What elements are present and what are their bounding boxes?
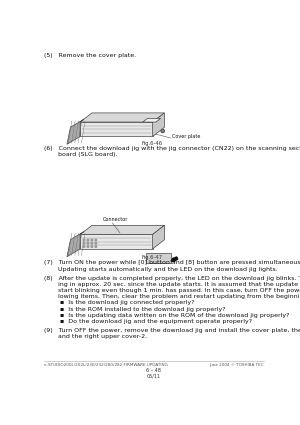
Text: Updating starts automatically and the LED on the download jig lights.: Updating starts automatically and the LE… bbox=[44, 266, 278, 272]
Text: June 2004 © TOSHIBA TEC: June 2004 © TOSHIBA TEC bbox=[209, 363, 264, 367]
Polygon shape bbox=[143, 119, 160, 122]
Polygon shape bbox=[80, 225, 164, 235]
Text: Fig.6-46: Fig.6-46 bbox=[142, 141, 163, 146]
Text: board (SLG board).: board (SLG board). bbox=[44, 152, 117, 157]
Circle shape bbox=[95, 246, 97, 247]
Polygon shape bbox=[67, 119, 84, 144]
Text: Fig.6-47: Fig.6-47 bbox=[142, 255, 163, 260]
Polygon shape bbox=[80, 235, 153, 249]
Text: ▪  Is the download jig connected properly?: ▪ Is the download jig connected properly… bbox=[44, 300, 194, 306]
Circle shape bbox=[87, 246, 89, 247]
Text: (8)   After the update is completed properly, the LED on the download jig blinks: (8) After the update is completed proper… bbox=[44, 276, 300, 281]
Circle shape bbox=[91, 246, 93, 247]
Circle shape bbox=[95, 239, 97, 241]
Text: ▪  Is the ROM installed to the download jig properly?: ▪ Is the ROM installed to the download j… bbox=[44, 307, 225, 312]
Text: 6 – 48: 6 – 48 bbox=[146, 368, 161, 373]
FancyArrow shape bbox=[171, 257, 178, 261]
Circle shape bbox=[87, 239, 89, 241]
Polygon shape bbox=[80, 122, 153, 136]
Circle shape bbox=[87, 243, 89, 244]
Polygon shape bbox=[80, 113, 164, 122]
Text: and the right upper cover-2.: and the right upper cover-2. bbox=[44, 334, 147, 339]
Text: e-STUDIO200L/202L/230/232/280/282 FIRMWARE UPDATING: e-STUDIO200L/202L/230/232/280/282 FIRMWA… bbox=[44, 363, 167, 367]
Text: (5)   Remove the cover plate.: (5) Remove the cover plate. bbox=[44, 53, 136, 58]
Circle shape bbox=[91, 239, 93, 241]
Text: ▪  Do the download jig and the equipment operate properly?: ▪ Do the download jig and the equipment … bbox=[44, 319, 252, 324]
Polygon shape bbox=[153, 225, 164, 249]
Polygon shape bbox=[153, 113, 164, 136]
Text: start blinking even though 1 min. has passed. In this case, turn OFF the power a: start blinking even though 1 min. has pa… bbox=[44, 288, 300, 293]
Text: ▪  Is the updating data written on the ROM of the download jig properly?: ▪ Is the updating data written on the RO… bbox=[44, 313, 289, 318]
Circle shape bbox=[83, 246, 85, 247]
Circle shape bbox=[83, 239, 85, 241]
Circle shape bbox=[95, 243, 97, 244]
Polygon shape bbox=[146, 253, 171, 264]
Polygon shape bbox=[67, 232, 84, 257]
Text: ing in approx. 20 sec. since the update starts. It is assumed that the update is: ing in approx. 20 sec. since the update … bbox=[44, 282, 300, 287]
Text: lowing items. Then, clear the problem and restart updating from the beginning.: lowing items. Then, clear the problem an… bbox=[44, 295, 300, 299]
Text: (7)   Turn ON the power while [0] button and [8] button are pressed simultaneous: (7) Turn ON the power while [0] button a… bbox=[44, 261, 300, 266]
Circle shape bbox=[161, 129, 164, 133]
Circle shape bbox=[83, 243, 85, 244]
Text: Connector: Connector bbox=[103, 217, 129, 222]
Text: (9)   Turn OFF the power, remove the download jig and install the cover plate, t: (9) Turn OFF the power, remove the downl… bbox=[44, 328, 300, 333]
Text: 05/11: 05/11 bbox=[147, 374, 161, 379]
Text: Cover plate: Cover plate bbox=[172, 134, 201, 139]
Circle shape bbox=[91, 243, 93, 244]
Text: (6)   Connect the download jig with the jig connector (CN22) on the scanning sec: (6) Connect the download jig with the ji… bbox=[44, 146, 300, 151]
